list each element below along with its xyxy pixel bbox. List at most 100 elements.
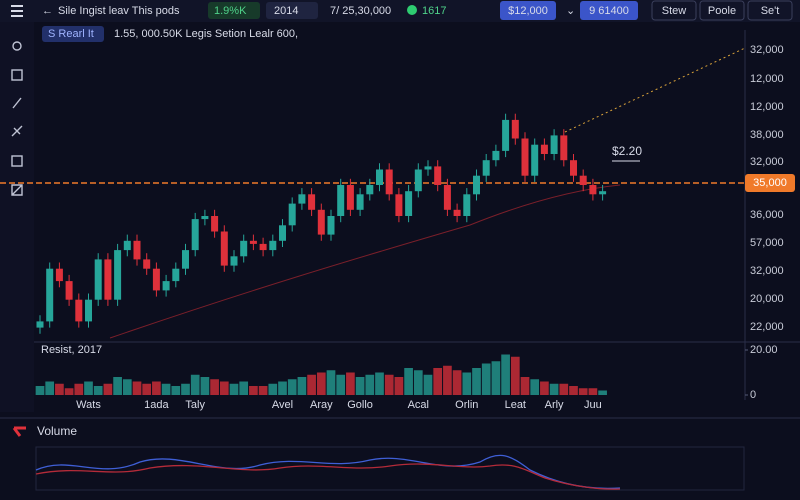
collapse-icon[interactable]	[12, 426, 26, 437]
candle-body	[94, 259, 102, 300]
candle-body	[511, 119, 519, 139]
tool-icon[interactable]	[11, 125, 23, 137]
candle-body	[405, 191, 413, 216]
volume-bar	[549, 383, 559, 395]
price-tag	[745, 174, 795, 192]
volume-bar	[530, 379, 540, 395]
button-text[interactable]: $12,000	[508, 5, 548, 17]
symbol-chip[interactable]	[42, 26, 104, 42]
oscillator-frame	[35, 446, 745, 491]
button[interactable]	[580, 1, 638, 20]
candle-body	[502, 119, 510, 151]
tool-icon[interactable]	[12, 41, 22, 51]
badge-text: 1.9%K	[214, 5, 247, 17]
price-axis-label: 32,000	[750, 44, 784, 56]
volume-bar	[540, 381, 549, 395]
volume-bar	[122, 379, 132, 395]
candle-body	[240, 240, 248, 257]
volume-bar	[443, 365, 452, 395]
candle-body	[172, 268, 180, 282]
volume-bar	[375, 372, 384, 395]
volume-bar	[346, 372, 355, 395]
volume-bar	[569, 386, 578, 395]
volume-bar	[297, 377, 307, 395]
volume-bar	[113, 377, 122, 395]
volume-bar	[229, 383, 239, 395]
tab[interactable]	[699, 0, 745, 21]
volume-bar	[161, 383, 171, 395]
volume-tick-label: 20.00	[750, 344, 778, 356]
volume-bar	[210, 379, 219, 395]
volume-bar	[559, 383, 569, 395]
price-axis-label: 38,000	[750, 129, 784, 141]
volume-bar	[316, 372, 326, 395]
volume-bar	[355, 377, 365, 395]
volume-bar	[258, 386, 268, 395]
volume-bar	[472, 368, 481, 395]
candle-body	[123, 240, 131, 251]
candle-body	[376, 169, 383, 185]
symbol[interactable]: S Rearl It	[48, 28, 94, 40]
candle-body	[211, 216, 219, 232]
tab[interactable]	[747, 0, 793, 21]
candle-body	[46, 268, 54, 322]
x-tick-label: Orlin	[455, 399, 478, 411]
button-text[interactable]: 9 61400	[589, 5, 629, 17]
volume-bar	[384, 374, 394, 395]
moving-average	[109, 184, 621, 339]
tab-label[interactable]: Stew	[662, 5, 687, 17]
candle-body	[570, 160, 577, 176]
candle-body	[395, 194, 403, 216]
candle-body	[143, 259, 151, 269]
candle-body	[482, 160, 490, 176]
price-axis-label: 36,000	[750, 209, 784, 221]
tab-label[interactable]: Poole	[708, 5, 736, 17]
x-tick-label: Juu	[584, 399, 602, 411]
volume-bar	[249, 386, 258, 395]
back-arrow[interactable]: ←	[42, 5, 53, 17]
x-tick-label: Leat	[505, 399, 526, 411]
dropdown-caret[interactable]: ⌄	[566, 5, 575, 17]
menu-icon[interactable]	[11, 5, 23, 17]
candle-body	[288, 203, 296, 226]
volume-bar	[413, 370, 423, 395]
candle-body	[201, 216, 209, 220]
volume-bar	[578, 388, 588, 395]
x-tick-label: Arly	[545, 399, 564, 411]
tab-label[interactable]: Se't	[761, 5, 780, 17]
price-axis-label: 12,000	[750, 73, 784, 85]
trend-line	[564, 47, 746, 133]
oscillator-signal	[35, 463, 621, 490]
candle-body	[356, 194, 364, 210]
candle-body	[434, 166, 442, 185]
candle-body	[366, 185, 374, 195]
candle-body	[230, 256, 238, 266]
tool-icon[interactable]	[12, 97, 22, 109]
x-tick-label: Taly	[185, 399, 205, 411]
volume-bar	[287, 379, 297, 395]
plot: 32,000 12,000 12,000 38,000 32,000 36,000 57,0…	[35, 44, 784, 411]
candle-body	[599, 191, 607, 195]
x-tick-label: Acal	[408, 399, 429, 411]
tool-icon[interactable]	[11, 155, 23, 167]
volume-bar	[598, 390, 607, 395]
candle-body	[133, 240, 141, 260]
volume-bar	[55, 383, 64, 395]
volume-bar	[404, 368, 413, 395]
info-text: 1.55, 000.50K Legis Setion Lealr 600,	[114, 28, 298, 40]
candle-body	[463, 194, 471, 216]
tool-icon[interactable]	[11, 69, 23, 81]
candle-body	[424, 166, 432, 170]
badge-text: 1617	[422, 5, 446, 17]
volume-bar	[307, 374, 316, 395]
volume-bar	[35, 386, 45, 395]
candle-body	[414, 169, 422, 192]
volume-bar	[394, 377, 404, 395]
tab[interactable]	[651, 0, 697, 21]
tool-icon[interactable]	[11, 184, 23, 196]
candle-body	[249, 240, 257, 244]
candle-body	[191, 219, 199, 251]
button[interactable]	[500, 1, 556, 20]
